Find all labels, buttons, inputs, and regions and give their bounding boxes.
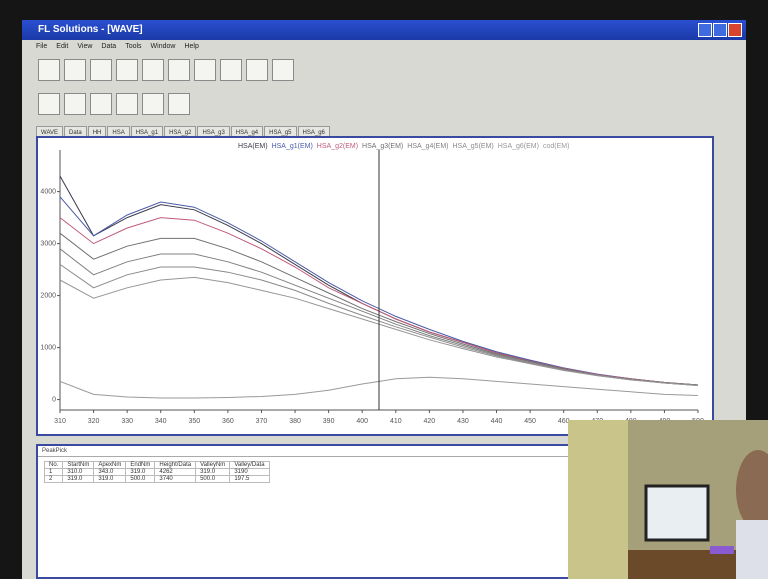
column-header: No.	[45, 462, 63, 469]
title-bar: FL Solutions - [WAVE]	[22, 20, 746, 40]
legend-entry: cod(EM)	[543, 143, 569, 150]
y-tick-label: 2000	[40, 292, 56, 299]
legend-entry: HSA_g1(EM)	[272, 143, 313, 150]
menu-item[interactable]: View	[77, 43, 92, 50]
x-tick-label: 410	[390, 418, 402, 425]
x-tick-label: 310	[54, 418, 66, 425]
menu-item[interactable]: Data	[101, 43, 116, 50]
x-tick-label: 370	[256, 418, 268, 425]
x-tick-label: 450	[524, 418, 536, 425]
x-tick-label: 340	[155, 418, 167, 425]
tool-button[interactable]	[90, 59, 112, 81]
legend-entry: HSA(EM)	[238, 143, 268, 150]
tool-button[interactable]	[220, 59, 242, 81]
tool-button[interactable]	[272, 59, 294, 81]
column-header: EndNm	[126, 462, 155, 469]
x-tick-label: 430	[457, 418, 469, 425]
glove	[710, 546, 734, 554]
table-cell: 500.0	[196, 476, 230, 483]
x-tick-label: 350	[188, 418, 200, 425]
photo-frame: FL Solutions - [WAVE] File Edit View Data To…	[0, 0, 768, 579]
toolbar	[36, 56, 296, 86]
table-cell: 3740	[155, 476, 196, 483]
tool-button[interactable]	[64, 93, 86, 115]
toolbar	[36, 90, 192, 120]
y-tick-label: 4000	[40, 188, 56, 195]
tool-button[interactable]	[38, 59, 60, 81]
x-tick-label: 400	[356, 418, 368, 425]
shirt	[736, 520, 768, 579]
tool-button[interactable]	[246, 59, 268, 81]
y-tick-label: 1000	[40, 344, 56, 351]
chart-panel: 0 1000 2000 3000 4000 310 320 330 340 350 360 370 38…	[36, 136, 714, 436]
tool-button[interactable]	[64, 59, 86, 81]
column-header: ApexNm	[94, 462, 126, 469]
tool-button[interactable]	[90, 93, 112, 115]
y-tick-label: 0	[52, 396, 56, 403]
x-tick-label: 320	[88, 418, 100, 425]
table-cell: 319.0	[126, 469, 155, 476]
menu-item[interactable]: Edit	[56, 43, 68, 50]
column-header: Height/Data	[155, 462, 196, 469]
table-cell: 197.5	[230, 476, 269, 483]
legend-entry: HSA_g3(EM)	[362, 143, 403, 150]
table-cell: 319.0	[196, 469, 230, 476]
table-cell: 3190	[230, 469, 269, 476]
legend-entry: HSA_g5(EM)	[453, 143, 494, 150]
monitor	[646, 486, 708, 540]
tool-button[interactable]	[168, 93, 190, 115]
maximize[interactable]	[713, 23, 727, 37]
x-tick-label: 360	[222, 418, 234, 425]
tool-button[interactable]	[116, 93, 138, 115]
y-tick-label: 3000	[40, 240, 56, 247]
column-header: Valley/Data	[230, 462, 269, 469]
x-tick-label: 420	[424, 418, 436, 425]
tool-button[interactable]	[38, 93, 60, 115]
legend-entry: HSA_g2(EM)	[317, 143, 358, 150]
tool-button[interactable]	[142, 93, 164, 115]
legend-entry: HSA_g6(EM)	[498, 143, 539, 150]
x-tick-label: 390	[323, 418, 335, 425]
close[interactable]	[728, 23, 742, 37]
table-cell: 310.0	[63, 469, 94, 476]
webcam-inset	[568, 420, 768, 579]
x-tick-label: 330	[121, 418, 133, 425]
tool-button[interactable]	[116, 59, 138, 81]
door	[568, 420, 628, 579]
x-tick-label: 440	[491, 418, 503, 425]
table-cell: 500.0	[126, 476, 155, 483]
column-header: StartNm	[63, 462, 94, 469]
menu-item[interactable]: File	[36, 43, 47, 50]
minimize[interactable]	[698, 23, 712, 37]
window-title: FL Solutions - [WAVE]	[38, 24, 143, 35]
table-cell: 1	[45, 469, 63, 476]
menu-item[interactable]: Help	[184, 43, 198, 50]
menu-bar: File Edit View Data Tools Window Help	[22, 41, 746, 53]
table-cell: 319.0	[94, 476, 126, 483]
column-header: ValleyNm	[196, 462, 230, 469]
table-cell: 319.0	[63, 476, 94, 483]
menu-item[interactable]: Window	[151, 43, 176, 50]
x-tick-label: 380	[289, 418, 301, 425]
legend-entry: HSA_g4(EM)	[407, 143, 448, 150]
table-cell: 343.0	[94, 469, 126, 476]
table-cell: 2	[45, 476, 63, 483]
menu-item[interactable]: Tools	[125, 43, 141, 50]
tool-button[interactable]	[168, 59, 190, 81]
tool-button[interactable]	[142, 59, 164, 81]
tool-button[interactable]	[194, 59, 216, 81]
table-cell: 4262	[155, 469, 196, 476]
chart: 0 1000 2000 3000 4000 310 320 330 340 350 360 370 38…	[38, 138, 712, 434]
